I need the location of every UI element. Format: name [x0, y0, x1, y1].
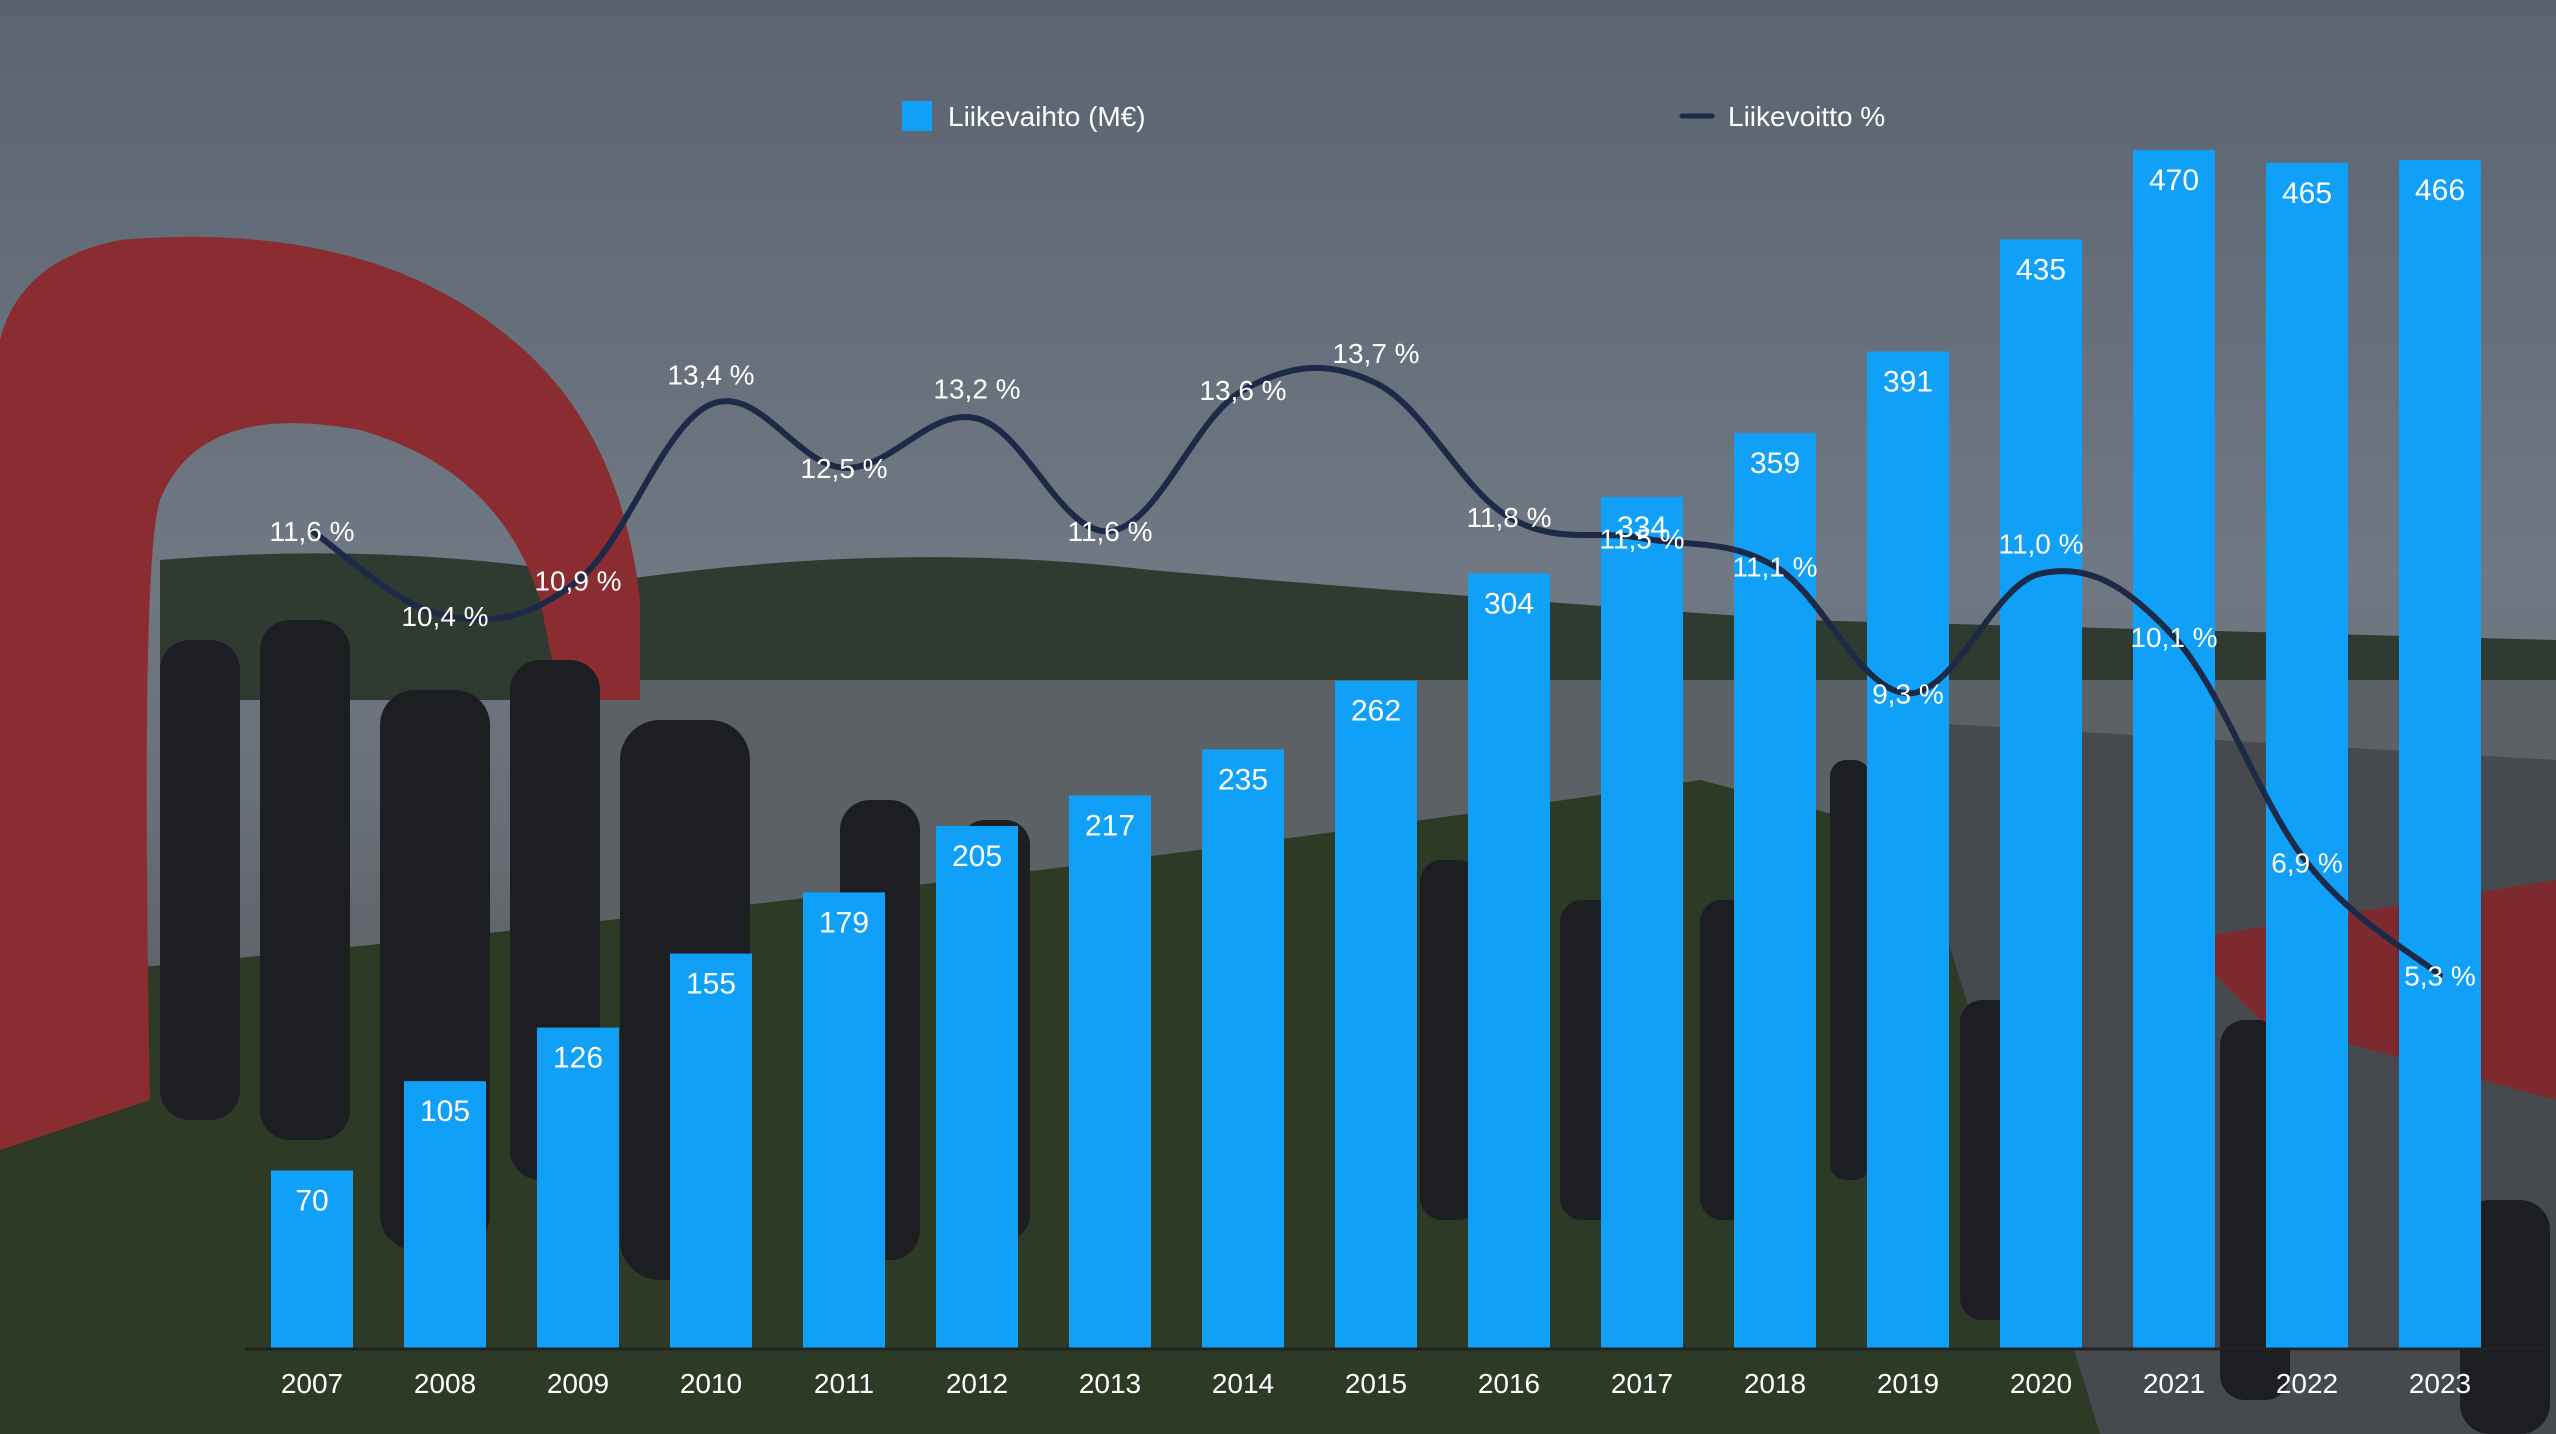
bar-2013 — [1069, 795, 1151, 1349]
x-tick-label-2021: 2021 — [2143, 1368, 2205, 1399]
line-value-label-2017: 11,5 % — [1599, 523, 1684, 554]
line-value-label-2007: 11,6 % — [269, 516, 354, 547]
bar-2009 — [537, 1027, 619, 1349]
x-tick-label-2022: 2022 — [2276, 1368, 2338, 1399]
bar-value-label-2013: 217 — [1085, 809, 1135, 842]
line-value-label-2008: 10,4 % — [401, 601, 488, 632]
bar-2022 — [2266, 162, 2348, 1349]
line-value-label-2019: 9,3 % — [1872, 678, 1944, 709]
x-tick-label-2018: 2018 — [1744, 1368, 1806, 1399]
x-tick-label-2013: 2013 — [1079, 1368, 1141, 1399]
bar-series — [271, 150, 2481, 1350]
line-value-label-2013: 11,6 % — [1067, 516, 1152, 547]
bar-value-label-2021: 470 — [2149, 164, 2199, 197]
legend-line-label: Liikevoitto % — [1728, 101, 1885, 132]
x-tick-label-2016: 2016 — [1478, 1368, 1540, 1399]
bar-value-label-2008: 105 — [420, 1095, 470, 1128]
bar-value-label-2014: 235 — [1218, 764, 1268, 797]
x-tick-labels: 2007 2008 2009 2010 2011 2012 2013 2014 2015 2016… — [281, 1368, 2471, 1399]
line-value-label-2018: 11,1 % — [1732, 551, 1817, 582]
bar-2015 — [1335, 680, 1417, 1349]
bar-value-label-2015: 262 — [1351, 695, 1401, 728]
bar-2008 — [404, 1081, 486, 1349]
bar-2007 — [271, 1170, 353, 1349]
x-tick-label-2014: 2014 — [1212, 1368, 1274, 1399]
bar-value-label-2022: 465 — [2282, 177, 2332, 210]
bar-value-label-2010: 155 — [686, 968, 736, 1001]
line-value-label-2020: 11,0 % — [1998, 529, 2083, 560]
bar-value-label-2007: 70 — [295, 1184, 328, 1217]
bar-value-label-2016: 304 — [1484, 587, 1534, 620]
bar-value-label-2023: 466 — [2415, 174, 2465, 207]
line-data-labels: 11,6 % 10,4 % 10,9 % 13,4 % 12,5 % 13,2 % 11,6… — [269, 338, 2475, 991]
bar-value-label-2017: 334 — [1617, 511, 1667, 544]
line-value-label-2016: 11,8 % — [1466, 502, 1551, 533]
line-value-label-2021: 10,1 % — [2130, 622, 2217, 653]
bar-2014 — [1202, 749, 1284, 1349]
x-tick-label-2023: 2023 — [2409, 1368, 2471, 1399]
x-tick-label-2015: 2015 — [1345, 1368, 1407, 1399]
bar-2012 — [936, 826, 1018, 1349]
line-value-label-2022: 6,9 % — [2271, 848, 2343, 879]
line-value-label-2014: 13,6 % — [1199, 375, 1286, 406]
x-tick-label-2008: 2008 — [414, 1368, 476, 1399]
x-tick-label-2011: 2011 — [814, 1368, 874, 1399]
bar-value-label-2012: 205 — [952, 840, 1002, 873]
bar-value-label-2020: 435 — [2016, 253, 2066, 286]
line-series-path — [309, 364, 2443, 979]
line-value-label-2012: 13,2 % — [933, 373, 1020, 404]
line-value-label-2009: 10,9 % — [534, 566, 621, 597]
legend: Liikevaihto (M€) Liikevoitto % — [902, 101, 1885, 132]
bar-2023 — [2399, 160, 2481, 1350]
x-tick-label-2012: 2012 — [946, 1368, 1008, 1399]
line-value-label-2010: 13,4 % — [667, 359, 754, 390]
bar-2021 — [2133, 150, 2215, 1349]
bar-2011 — [803, 892, 885, 1349]
x-tick-label-2010: 2010 — [680, 1368, 742, 1399]
bar-2019 — [1867, 351, 1949, 1349]
line-value-label-2015: 13,7 % — [1332, 338, 1419, 369]
line-value-label-2011: 12,5 % — [800, 453, 887, 484]
bar-2010 — [670, 953, 752, 1349]
bar-2017 — [1601, 496, 1683, 1349]
legend-bar-swatch — [902, 101, 932, 131]
bar-2020 — [2000, 239, 2082, 1349]
bar-value-label-2011: 179 — [819, 906, 869, 939]
legend-bar-label: Liikevaihto (M€) — [948, 101, 1146, 132]
bar-2016 — [1468, 573, 1550, 1349]
line-value-label-2023: 5,3 % — [2404, 960, 2476, 991]
x-tick-label-2009: 2009 — [547, 1368, 609, 1399]
bar-value-label-2018: 359 — [1750, 447, 1800, 480]
bar-data-labels: 70 105 126 155 179 205 217 235 262 304 334 359 391 43… — [295, 164, 2465, 1217]
bar-value-label-2019: 391 — [1883, 366, 1933, 399]
x-tick-label-2020: 2020 — [2010, 1368, 2072, 1399]
bar-value-label-2009: 126 — [553, 1042, 603, 1075]
inflatable-arch — [0, 236, 640, 1150]
x-tick-label-2007: 2007 — [281, 1368, 343, 1399]
x-tick-label-2017: 2017 — [1611, 1368, 1673, 1399]
x-tick-label-2019: 2019 — [1877, 1368, 1939, 1399]
